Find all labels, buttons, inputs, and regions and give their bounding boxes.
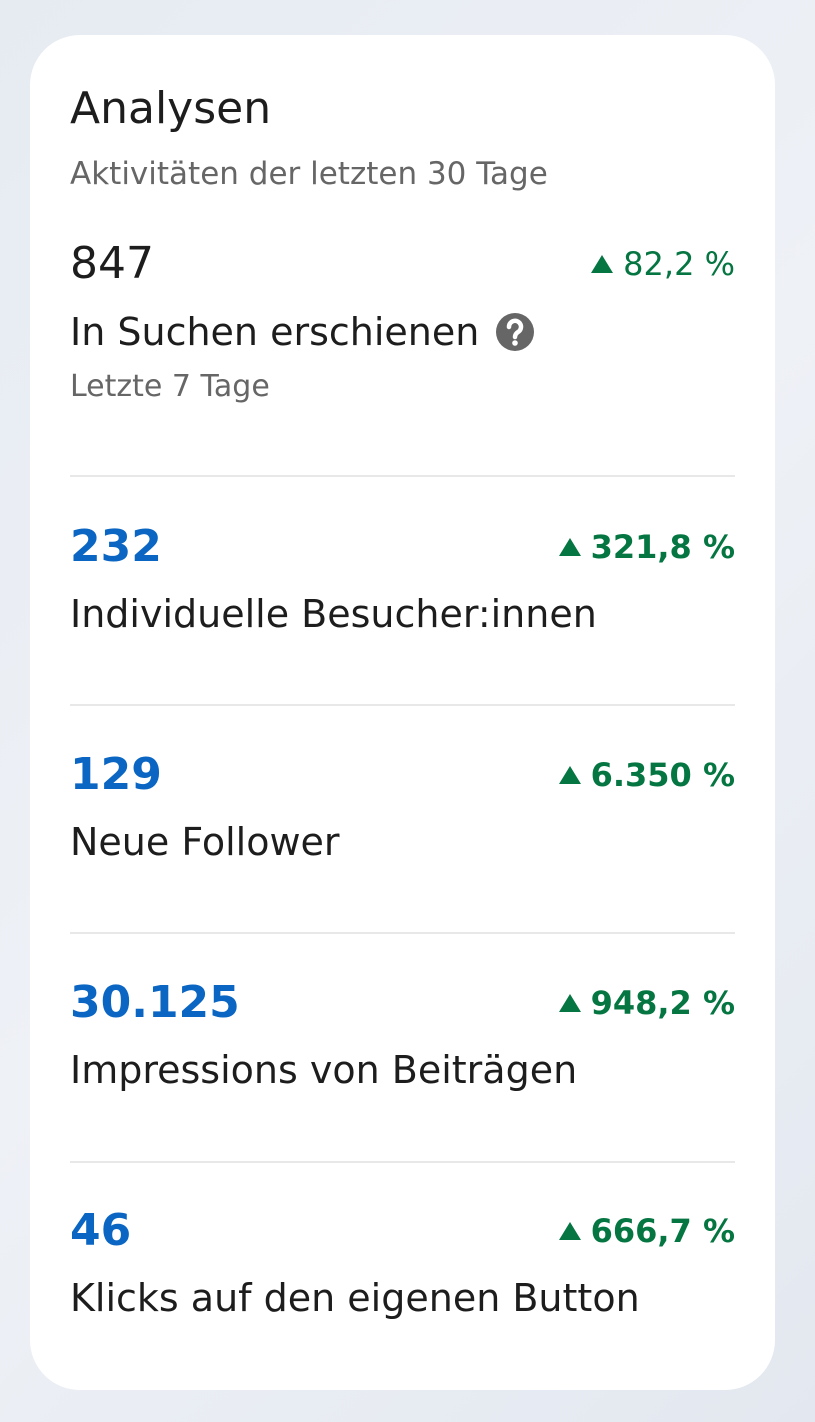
metric-value[interactable]: 46 — [70, 1205, 132, 1256]
up-arrow — [558, 1222, 581, 1240]
change-text: 6.350 % — [590, 756, 735, 794]
change-text: 948,2 % — [590, 984, 735, 1022]
help-icon[interactable] — [495, 312, 535, 352]
label-text: Individuelle Besucher:innen — [70, 592, 597, 636]
up-arrow — [558, 766, 581, 784]
metric-value: 847 — [70, 238, 154, 289]
divider — [70, 704, 735, 706]
triangle — [558, 766, 581, 784]
card-subtitle: Aktivitäten der letzten 30 Tage — [70, 156, 548, 192]
label-text: Neue Follower — [70, 820, 340, 864]
metric-value[interactable]: 129 — [70, 749, 162, 800]
triangle — [558, 1222, 581, 1240]
metric-change: 321,8 % — [558, 528, 735, 566]
divider — [70, 475, 735, 477]
triangle — [558, 538, 581, 556]
divider — [70, 932, 735, 934]
metric-label: In Suchen erschienen — [70, 312, 535, 352]
divider — [70, 1161, 735, 1163]
card-title: Analysen — [70, 83, 272, 134]
change-text: 82,2 % — [623, 245, 735, 283]
metric-label: Individuelle Besucher:innen — [70, 595, 597, 633]
change-text: 666,7 % — [590, 1212, 735, 1250]
metric-change: 666,7 % — [558, 1212, 735, 1250]
up-arrow — [558, 538, 581, 556]
metric-change: 82,2 % — [591, 248, 735, 280]
label-text: Impressions von Beiträgen — [70, 1048, 578, 1092]
change-text: 321,8 % — [590, 528, 735, 566]
label-text: Klicks auf den eigenen Button — [70, 1276, 640, 1320]
up-arrow — [591, 255, 614, 273]
metric-value[interactable]: 30.125 — [70, 977, 240, 1028]
metric-change: 6.350 % — [558, 756, 735, 794]
metric-note: Letzte 7 Tage — [70, 369, 270, 404]
analytics-card: Analysen Aktivitäten der letzten 30 Tage… — [30, 35, 775, 1390]
up-arrow — [558, 994, 581, 1012]
label-text: In Suchen erschienen — [70, 310, 480, 354]
triangle — [591, 255, 614, 273]
metric-label: Impressions von Beiträgen — [70, 1051, 577, 1089]
metric-value[interactable]: 232 — [70, 521, 162, 572]
metric-change: 948,2 % — [558, 984, 735, 1022]
triangle — [558, 994, 581, 1012]
metric-label: Klicks auf den eigenen Button — [70, 1279, 640, 1317]
metric-label: Neue Follower — [70, 823, 340, 861]
